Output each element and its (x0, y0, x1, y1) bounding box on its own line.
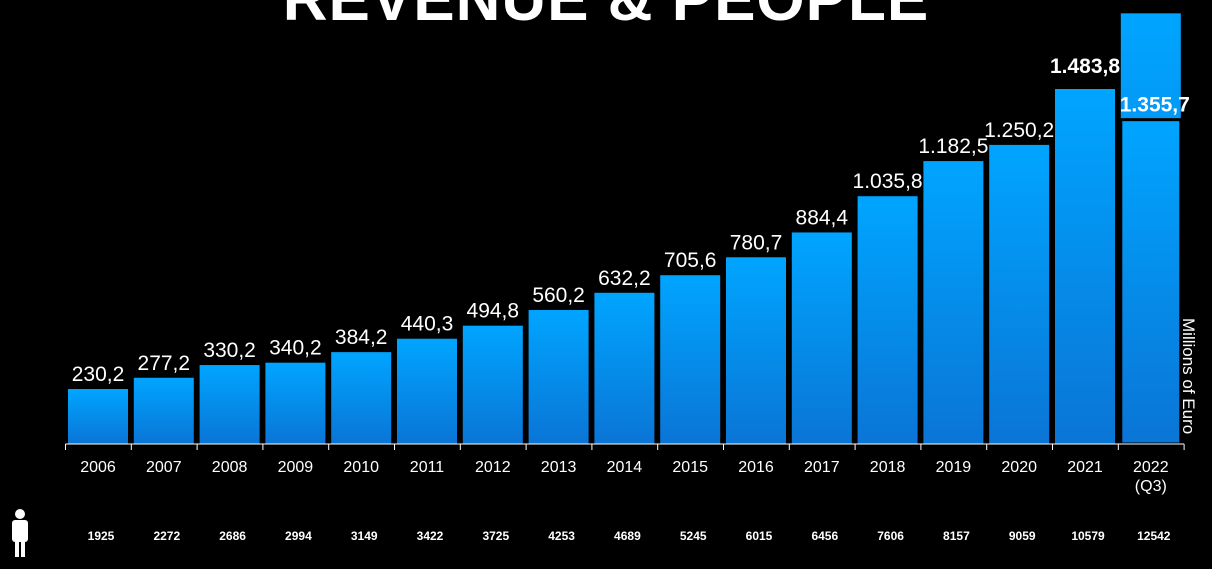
bar-2021 (1055, 89, 1115, 444)
bar-2017 (791, 232, 852, 444)
employee-count: 2686 (219, 529, 246, 543)
category-label: 2013 (541, 459, 577, 476)
employee-count: 12542 (1137, 529, 1171, 543)
category-label: 2009 (278, 459, 314, 476)
bar-2008 (199, 365, 260, 444)
employee-count: 9059 (1009, 529, 1036, 543)
value-label: 340,2 (269, 337, 322, 360)
category-label: 2016 (738, 459, 774, 476)
bar-2009 (265, 362, 326, 444)
employee-count: 3725 (482, 529, 509, 543)
bar-2011 (397, 338, 457, 444)
employee-count: 10579 (1071, 529, 1105, 543)
employee-count: 3422 (417, 529, 444, 543)
category-label: 2019 (936, 459, 972, 476)
chart-title: REVENUE & PEOPLE (0, 0, 1212, 35)
value-label: 884,4 (796, 206, 849, 229)
category-label: 2017 (804, 459, 840, 476)
value-label: 705,6 (664, 249, 717, 272)
value-label: 440,3 (401, 313, 454, 336)
bar-2013 (528, 310, 589, 444)
employee-count: 6456 (811, 529, 838, 543)
bar-2018 (857, 196, 918, 444)
category-label: 2011 (410, 459, 445, 476)
value-label: 230,2 (72, 363, 125, 386)
employee-count: 2994 (285, 529, 312, 543)
value-label: 277,2 (138, 352, 191, 375)
employee-count: 6015 (746, 529, 773, 543)
value-label: 1.035,8 (853, 170, 923, 193)
bar-2012 (462, 325, 523, 444)
value-label: 560,2 (532, 284, 585, 307)
value-label: 494,8 (467, 300, 520, 323)
employee-count: 7606 (877, 529, 904, 543)
category-label: 2022 (1133, 459, 1169, 476)
bar-2020 (989, 144, 1050, 444)
value-label: 1.483,8 (1050, 55, 1120, 78)
category-label: 2018 (870, 459, 906, 476)
x-axis (65, 443, 1185, 450)
category-label: 2021 (1067, 459, 1103, 476)
employee-count: 1925 (88, 529, 115, 543)
category-label: 2010 (343, 459, 379, 476)
value-label: 632,2 (598, 267, 651, 290)
value-label: 1.250,2 (984, 119, 1054, 142)
bar-2022 (1119, 118, 1183, 446)
employee-count: 4253 (548, 529, 575, 543)
value-label: 330,2 (203, 339, 256, 362)
person-icon (12, 509, 28, 557)
bar-2010 (331, 352, 392, 444)
bar-2019 (923, 161, 984, 444)
category-label: 2014 (607, 459, 643, 476)
category-label: 2012 (475, 459, 511, 476)
category-label: 2015 (672, 459, 708, 476)
employee-count: 5245 (680, 529, 707, 543)
category-label: 2007 (146, 459, 182, 476)
bar-2014 (594, 292, 655, 444)
employee-count: 4689 (614, 529, 641, 543)
value-labels-group: 230,2 277,2 330,2 340,2 384,2 440,3 494,8 560,2… (72, 55, 1190, 386)
employee-count: 2272 (153, 529, 180, 543)
employee-count: 8157 (943, 529, 970, 543)
category-label: 2008 (212, 459, 248, 476)
category-label: 2006 (80, 459, 116, 476)
category-label: (Q3) (1135, 478, 1167, 495)
bar-2015 (660, 275, 721, 444)
bar-2006 (68, 389, 128, 444)
value-label: 384,2 (335, 326, 388, 349)
bars-group (68, 13, 1183, 446)
bar-2007 (133, 377, 194, 444)
value-label: 780,7 (730, 231, 783, 254)
category-labels-group: 2006 2007 2008 2009 2010 2011 2012 2013 2014 2015… (80, 459, 1168, 495)
bar-2016 (726, 257, 786, 444)
category-label: 2020 (1001, 459, 1037, 476)
value-label: 1.182,5 (918, 135, 988, 158)
employee-count-row: 1925 2272 2686 2994 3149 3422 3725 4253 4689 5245… (88, 529, 1171, 543)
employee-count: 3149 (351, 529, 378, 543)
value-label: 1.355,7 (1120, 94, 1190, 117)
